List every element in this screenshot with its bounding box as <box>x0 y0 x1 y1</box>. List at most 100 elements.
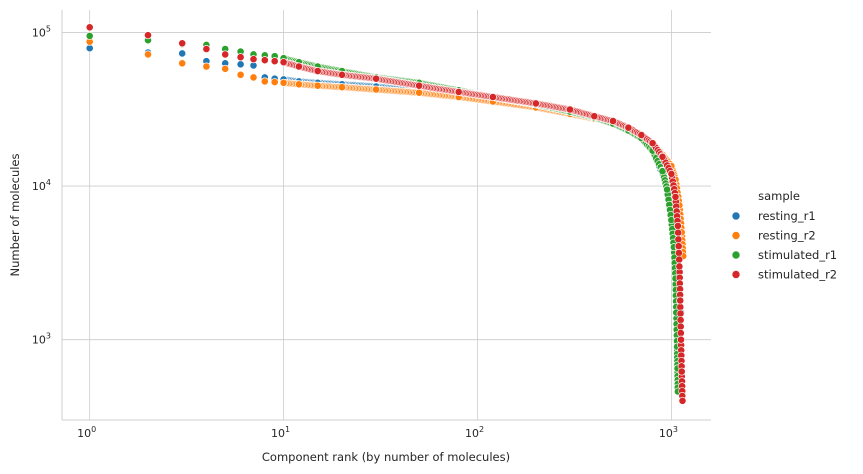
legend-items: resting_r1 resting_r2 stimulated_r1stimula… <box>731 209 837 282</box>
data-point <box>415 88 423 97</box>
x-tick-label: 102 <box>465 425 484 440</box>
data-point <box>676 296 685 305</box>
legend-marker-stimulated_r1 <box>731 250 741 260</box>
data-point <box>270 78 279 86</box>
data-point <box>144 31 152 40</box>
data-point <box>674 242 683 251</box>
y-tick-exponent: 4 <box>46 178 51 187</box>
data-point <box>313 67 322 75</box>
y-tick-exponent: 3 <box>46 332 51 341</box>
data-point <box>624 123 633 132</box>
y-tick-label: 105 <box>32 24 51 39</box>
data-point <box>178 39 187 48</box>
y-tick-label: 104 <box>32 178 51 193</box>
data-point <box>674 221 682 230</box>
data-point <box>236 53 245 62</box>
data-point <box>338 70 346 79</box>
data-point <box>675 262 684 271</box>
y-tick-base: 10 <box>32 180 46 193</box>
data-point <box>279 58 288 67</box>
data-point <box>676 316 685 324</box>
data-point <box>637 131 646 139</box>
data-point <box>676 329 685 337</box>
data-point <box>221 64 230 73</box>
legend-marker-resting_r1 <box>731 211 741 221</box>
x-tick-base: 10 <box>465 427 479 440</box>
data-point <box>532 99 540 108</box>
data-point <box>260 77 269 86</box>
x-tick-exponent: 1 <box>285 425 290 434</box>
data-point <box>674 235 683 244</box>
series-stimulated_r2 <box>85 23 687 405</box>
data-point <box>677 335 685 344</box>
y-tick-base: 10 <box>32 334 46 347</box>
legend-marker-resting_r2 <box>731 231 741 240</box>
x-tick-exponent: 2 <box>479 425 484 434</box>
x-tick-label: 103 <box>659 425 678 440</box>
data-point <box>221 50 230 59</box>
data-point <box>178 59 187 68</box>
y-tick-exponent: 5 <box>46 24 51 33</box>
data-point <box>454 88 463 96</box>
data-point <box>249 55 258 64</box>
data-point <box>677 367 686 376</box>
data-point <box>279 78 288 87</box>
data-point <box>590 112 599 121</box>
legend-label-stimulated_r2: stimulated_r2 <box>758 268 837 282</box>
data-point <box>488 93 497 101</box>
data-point <box>249 73 258 82</box>
legend-label-stimulated_r1: stimulated_r1 <box>758 248 837 262</box>
data-point <box>566 105 574 114</box>
data-points <box>85 23 688 405</box>
data-point <box>270 57 279 66</box>
legend-marker-stimulated_r2 <box>731 270 741 279</box>
x-tick-base: 10 <box>271 427 285 440</box>
x-tick-base: 10 <box>77 427 91 440</box>
data-point <box>178 49 187 58</box>
data-point <box>667 169 676 178</box>
data-point <box>658 152 667 161</box>
x-tick-labels: 100 101 102 103 <box>77 425 678 440</box>
x-tick-exponent: 3 <box>673 425 678 434</box>
legend-label-resting_r1: resting_r1 <box>758 209 816 223</box>
data-point <box>609 117 617 125</box>
data-point <box>236 70 245 79</box>
data-point <box>648 139 657 148</box>
legend: sample resting_r1 resting_r2 stimulated_r1… <box>731 189 837 282</box>
legend-title: sample <box>758 189 800 203</box>
data-point <box>260 56 269 65</box>
data-point <box>202 62 211 71</box>
y-tick-base: 10 <box>32 26 46 39</box>
data-point <box>202 45 211 53</box>
data-point <box>236 60 245 69</box>
data-point <box>663 185 671 194</box>
data-point <box>85 23 94 32</box>
y-tick-label: 103 <box>32 332 51 347</box>
data-point <box>85 32 94 40</box>
data-point <box>372 85 380 94</box>
x-tick-label: 100 <box>77 425 96 440</box>
x-axis-label: Component rank (by number of molecules) <box>262 450 510 464</box>
data-point <box>144 50 152 59</box>
data-point <box>674 228 683 237</box>
data-point <box>294 62 303 71</box>
x-tick-label: 101 <box>271 425 290 440</box>
x-tick-exponent: 0 <box>91 425 96 434</box>
grid-lines <box>62 10 711 420</box>
data-point <box>676 322 685 331</box>
data-point <box>676 309 685 318</box>
series-resting_r2 <box>85 37 688 260</box>
data-point <box>313 81 322 90</box>
data-point <box>671 192 680 201</box>
data-point <box>372 74 380 83</box>
data-point <box>85 44 94 53</box>
series-resting_r1 <box>85 44 685 317</box>
data-point <box>338 83 346 92</box>
data-point <box>676 303 685 311</box>
data-point <box>675 255 684 264</box>
data-point <box>675 248 683 257</box>
legend-label-resting_r2: resting_r2 <box>758 229 816 243</box>
axes-spines <box>61 10 711 421</box>
